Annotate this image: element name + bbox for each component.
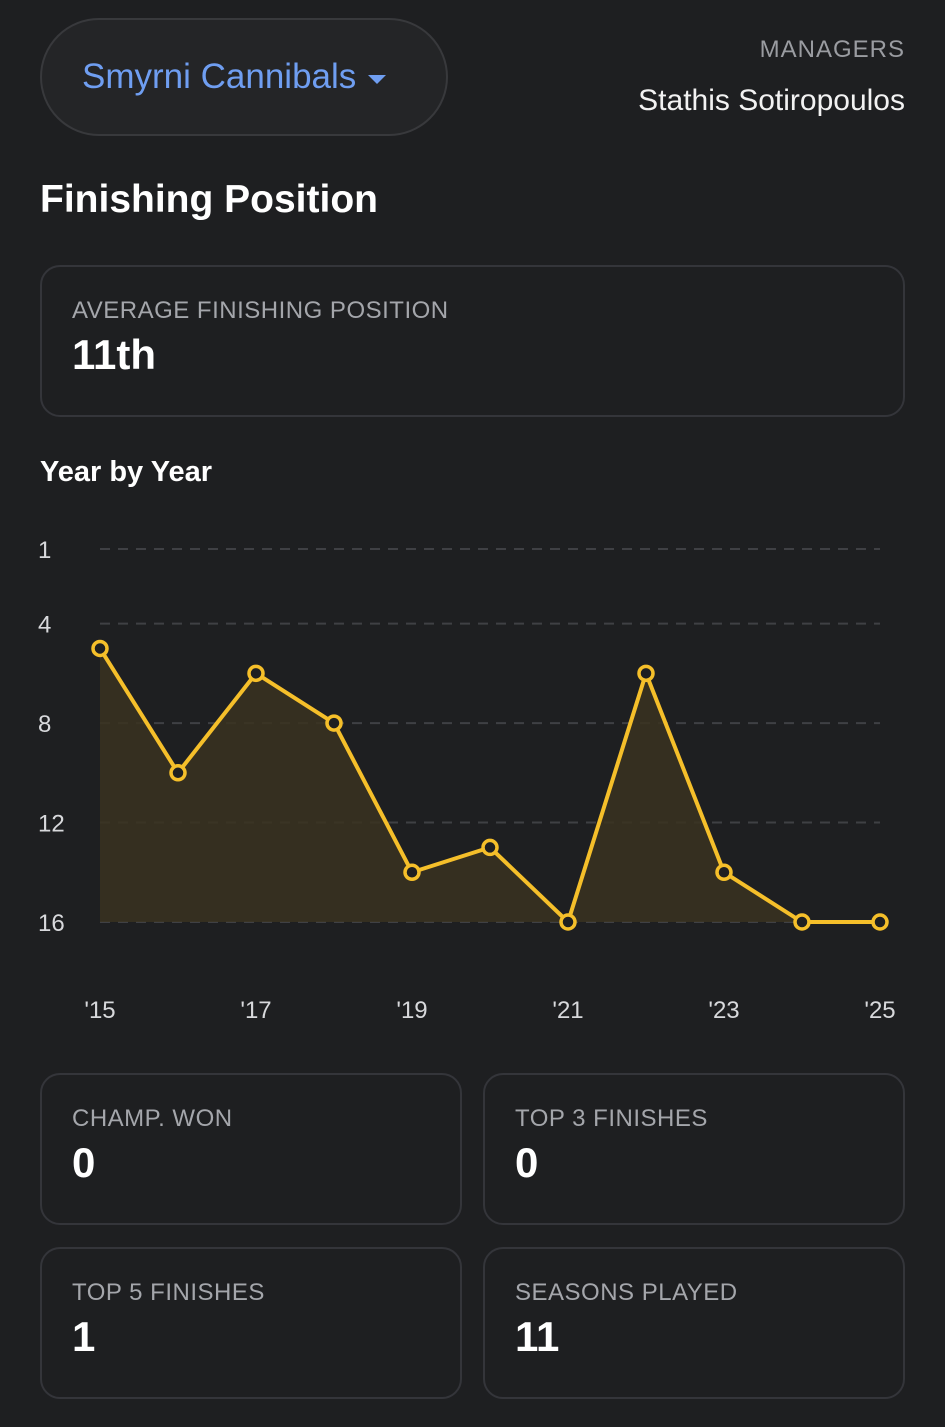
y-tick-label: 16 [38, 910, 65, 937]
caret-down-icon [368, 74, 387, 84]
stat-card-seasons-played: SEASONS PLAYED 11 [483, 1247, 905, 1399]
x-tick-label: '17 [240, 997, 271, 1024]
x-tick-label: '15 [84, 997, 115, 1024]
stat-label: TOP 3 FINISHES [515, 1105, 708, 1132]
team-name: Smyrni Cannibals [82, 57, 357, 96]
stat-card-top3: TOP 3 FINISHES 0 [483, 1073, 905, 1225]
average-finishing-label: AVERAGE FINISHING POSITION [72, 297, 449, 324]
average-finishing-card: AVERAGE FINISHING POSITION 11th [40, 265, 905, 417]
average-finishing-value: 11th [72, 331, 157, 378]
section-title: Finishing Position [40, 178, 378, 221]
data-point [637, 664, 655, 683]
stat-value: 11 [515, 1313, 560, 1360]
stat-label: TOP 5 FINISHES [72, 1279, 265, 1306]
year-by-year-title: Year by Year [40, 456, 213, 488]
data-point [403, 863, 421, 882]
data-point [871, 913, 889, 931]
data-point [481, 838, 499, 857]
x-tick-label: '21 [552, 997, 583, 1024]
stat-card-top5: TOP 5 FINISHES 1 [40, 1247, 462, 1399]
y-tick-label: 4 [38, 612, 51, 639]
data-point [169, 764, 187, 782]
managers-label: MANAGERS [759, 36, 905, 63]
finishing-position-chart: 1 4 8 12 16 '15 '17 '19 '21 '23 '25 [38, 537, 896, 1024]
y-tick-label: 12 [38, 811, 65, 838]
stat-label: CHAMP. WON [72, 1105, 233, 1132]
data-point [325, 714, 343, 732]
data-point [715, 863, 733, 882]
stat-value: 1 [72, 1313, 96, 1360]
data-point [91, 639, 109, 658]
team-selector[interactable]: Smyrni Cannibals [40, 18, 448, 136]
x-tick-label: '23 [708, 997, 739, 1024]
manager-name: Stathis Sotiropoulos [638, 84, 905, 117]
stat-value: 0 [72, 1139, 96, 1186]
stat-label: SEASONS PLAYED [515, 1279, 738, 1306]
data-point [247, 664, 265, 683]
y-tick-label: 8 [38, 711, 51, 738]
x-tick-label: '25 [864, 997, 895, 1024]
data-point [793, 913, 811, 931]
data-point [559, 913, 577, 931]
y-tick-label: 1 [38, 537, 51, 564]
x-tick-label: '19 [396, 997, 427, 1024]
stat-value: 0 [515, 1139, 539, 1186]
stat-card-champ-won: CHAMP. WON 0 [40, 1073, 462, 1225]
series-area [100, 648, 880, 922]
